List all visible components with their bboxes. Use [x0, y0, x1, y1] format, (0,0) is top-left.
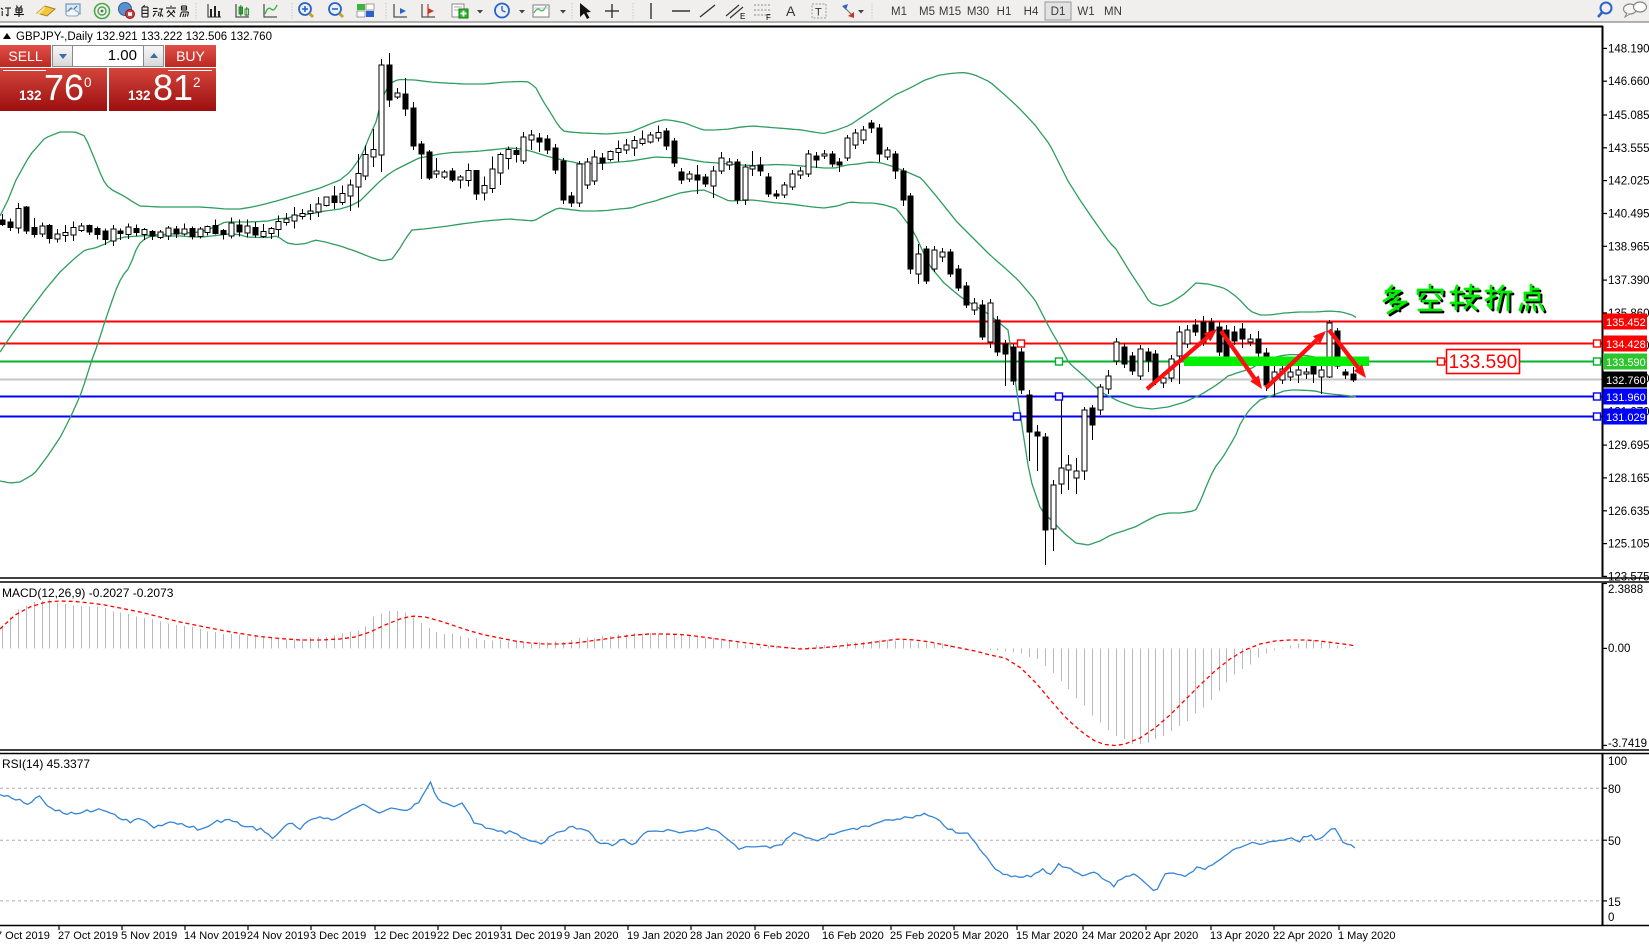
- svg-text:T: T: [815, 7, 822, 19]
- svg-text:-3.7419: -3.7419: [1608, 738, 1647, 750]
- svg-text:M5: M5: [919, 6, 935, 18]
- svg-text:1 May 2020: 1 May 2020: [1338, 930, 1395, 942]
- svg-text:135.452: 135.452: [1606, 317, 1646, 329]
- svg-text:M15: M15: [939, 6, 961, 18]
- svg-text:H4: H4: [1024, 6, 1039, 18]
- svg-text:25 Feb 2020: 25 Feb 2020: [890, 930, 952, 942]
- svg-text:80: 80: [1608, 784, 1621, 796]
- svg-text:5 Mar 2020: 5 Mar 2020: [953, 930, 1009, 942]
- svg-text:123.575: 123.575: [1608, 571, 1649, 583]
- svg-text:19 Jan 2020: 19 Jan 2020: [627, 930, 688, 942]
- svg-text:131.029: 131.029: [1606, 412, 1646, 424]
- svg-text:2 Apr 2020: 2 Apr 2020: [1145, 930, 1198, 942]
- svg-text:E: E: [740, 12, 745, 21]
- svg-text:0.00: 0.00: [1608, 643, 1630, 655]
- svg-text:28 Jan 2020: 28 Jan 2020: [690, 930, 751, 942]
- svg-text:148.190: 148.190: [1608, 43, 1649, 55]
- svg-text:MACD(12,26,9) -0.2027 -0.2073: MACD(12,26,9) -0.2027 -0.2073: [2, 586, 174, 600]
- svg-text:132.760: 132.760: [1606, 375, 1646, 387]
- svg-text:126.635: 126.635: [1608, 506, 1649, 518]
- svg-text:22 Apr 2020: 22 Apr 2020: [1273, 930, 1332, 942]
- svg-text:138.965: 138.965: [1608, 241, 1649, 253]
- svg-text:14 Nov 2019: 14 Nov 2019: [184, 930, 246, 942]
- svg-text:7 Oct 2019: 7 Oct 2019: [0, 930, 50, 942]
- svg-text:24 Mar 2020: 24 Mar 2020: [1082, 930, 1144, 942]
- svg-text:3 Dec 2019: 3 Dec 2019: [310, 930, 366, 942]
- svg-text:100: 100: [1608, 756, 1627, 768]
- svg-text:5 Nov 2019: 5 Nov 2019: [121, 930, 177, 942]
- svg-text:125.105: 125.105: [1608, 539, 1649, 551]
- svg-text:50: 50: [1608, 836, 1621, 848]
- svg-text:24 Nov 2019: 24 Nov 2019: [247, 930, 309, 942]
- svg-text:15: 15: [1608, 897, 1621, 909]
- svg-text:0: 0: [1608, 912, 1614, 924]
- svg-text:16 Feb 2020: 16 Feb 2020: [822, 930, 884, 942]
- svg-text:131.960: 131.960: [1606, 392, 1646, 404]
- svg-text:142.025: 142.025: [1608, 176, 1649, 188]
- svg-text:27 Oct 2019: 27 Oct 2019: [58, 930, 118, 942]
- svg-text:15 Mar 2020: 15 Mar 2020: [1016, 930, 1078, 942]
- svg-text:A: A: [786, 3, 796, 19]
- svg-text:133.590: 133.590: [1606, 357, 1646, 369]
- svg-text:D1: D1: [1051, 6, 1066, 18]
- svg-text:128.165: 128.165: [1608, 473, 1649, 485]
- svg-text:MN: MN: [1104, 6, 1122, 18]
- svg-text:W1: W1: [1077, 6, 1094, 18]
- svg-text:146.660: 146.660: [1608, 76, 1649, 88]
- svg-text:13 Apr 2020: 13 Apr 2020: [1210, 930, 1269, 942]
- svg-text:145.085: 145.085: [1608, 110, 1649, 122]
- svg-text:9 Jan 2020: 9 Jan 2020: [564, 930, 618, 942]
- svg-text:22 Dec 2019: 22 Dec 2019: [437, 930, 499, 942]
- svg-text:H1: H1: [997, 6, 1012, 18]
- svg-text:143.555: 143.555: [1608, 143, 1649, 155]
- svg-text:31 Dec 2019: 31 Dec 2019: [500, 930, 562, 942]
- svg-text:133.590: 133.590: [1449, 352, 1518, 373]
- svg-text:129.695: 129.695: [1608, 440, 1649, 452]
- svg-text:6 Feb 2020: 6 Feb 2020: [754, 930, 810, 942]
- svg-text:GBPJPY-,Daily 132.921 133.222: GBPJPY-,Daily 132.921 133.222 132.506 13…: [16, 31, 272, 43]
- svg-text:RSI(14) 45.3377: RSI(14) 45.3377: [2, 757, 90, 771]
- svg-text:F: F: [766, 13, 771, 22]
- svg-text:M1: M1: [891, 6, 907, 18]
- svg-text:137.390: 137.390: [1608, 275, 1649, 287]
- svg-text:134.428: 134.428: [1606, 339, 1646, 351]
- svg-text:12 Dec 2019: 12 Dec 2019: [374, 930, 436, 942]
- svg-text:140.495: 140.495: [1608, 208, 1649, 220]
- svg-text:2.3888: 2.3888: [1608, 584, 1643, 596]
- svg-text:M30: M30: [967, 6, 989, 18]
